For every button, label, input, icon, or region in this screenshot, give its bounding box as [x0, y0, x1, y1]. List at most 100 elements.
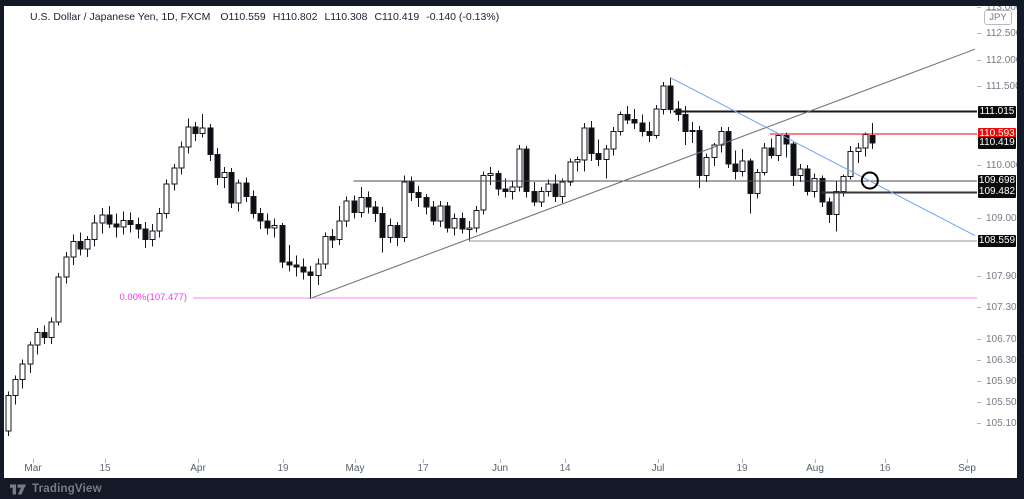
candle	[408, 181, 415, 193]
candle	[559, 181, 566, 198]
price-axis[interactable]: JPY 113.000 112.500 112.000 111.500 110.000 1…	[977, 6, 1017, 459]
candle	[833, 190, 840, 216]
candlestick-series[interactable]	[5, 77, 876, 437]
candle	[322, 236, 329, 265]
time-tick-mark	[815, 459, 816, 463]
candle	[718, 130, 725, 146]
candle	[358, 197, 365, 213]
candle	[444, 205, 451, 229]
time-axis-label: Aug	[806, 463, 824, 474]
price-tick-mark	[977, 307, 981, 308]
fib-retracement-label[interactable]: 0.00%(107.477)	[119, 291, 188, 303]
candle	[5, 395, 12, 432]
price-tick-mark	[977, 165, 981, 166]
ohlc-close: C110.419	[374, 11, 420, 23]
candle	[811, 178, 818, 192]
candle	[235, 182, 242, 204]
candle	[502, 188, 509, 192]
price-tick-label: 105.500	[986, 397, 1017, 408]
candle	[610, 130, 617, 150]
candle	[372, 206, 379, 214]
descending-blue-line[interactable]	[670, 77, 976, 236]
candle	[775, 135, 782, 156]
candle	[113, 223, 120, 228]
candle	[487, 172, 494, 176]
candle	[48, 321, 55, 339]
candle	[91, 222, 98, 241]
candle	[667, 85, 674, 110]
candle	[250, 196, 257, 214]
circle-marker[interactable]	[860, 171, 879, 190]
candle	[451, 218, 458, 229]
time-axis-label: May	[345, 463, 365, 474]
candle	[55, 276, 62, 323]
candle	[12, 379, 19, 397]
time-axis-label: Jul	[651, 463, 665, 474]
price-tick-mark	[977, 86, 981, 87]
time-tick-mark	[658, 459, 659, 463]
candle	[401, 181, 408, 239]
time-axis-label: 19	[277, 463, 289, 474]
candle	[603, 148, 610, 161]
price-tick-label: 105.900	[986, 376, 1017, 387]
price-tick-label: 105.100	[986, 418, 1017, 429]
candle	[343, 200, 350, 222]
candle	[199, 127, 206, 134]
candle	[595, 152, 602, 161]
price-tick-mark	[977, 33, 981, 34]
time-tick-mark	[33, 459, 34, 463]
candle	[379, 212, 386, 239]
time-tick-mark	[565, 459, 566, 463]
candlestick-chart[interactable]	[4, 6, 977, 459]
candle	[466, 227, 473, 230]
chart-window: U.S. Dollar / Japanese Yen, 1D, FXCM O110…	[4, 6, 1017, 478]
price-tick-label: 106.300	[986, 355, 1017, 366]
time-axis[interactable]: Mar 15 Apr 19 May 17 Jun 14 Jul 19 Aug 16 Sep	[4, 459, 977, 478]
candle	[142, 228, 149, 241]
candle	[459, 218, 466, 230]
candle	[480, 175, 487, 211]
candle	[63, 256, 70, 278]
candle	[264, 220, 271, 229]
candle	[847, 150, 854, 178]
candle	[732, 163, 739, 172]
time-tick-mark	[283, 459, 284, 463]
price-axis-unit-badge: JPY	[984, 10, 1012, 25]
candle	[41, 331, 48, 339]
symbol-title: U.S. Dollar / Japanese Yen, 1D, FXCM	[30, 11, 211, 23]
candle	[149, 230, 156, 241]
candle	[797, 168, 804, 176]
candle	[127, 219, 134, 226]
candle	[631, 119, 638, 124]
time-axis-label: 19	[736, 463, 748, 474]
candle	[588, 127, 595, 154]
candle	[819, 178, 826, 203]
candle	[523, 148, 530, 192]
symbol-legend: U.S. Dollar / Japanese Yen, 1D, FXCM O110…	[30, 11, 506, 23]
candle	[221, 171, 228, 179]
time-axis-label: 17	[417, 463, 429, 474]
candle	[365, 197, 372, 208]
price-tick-label: 111.500	[986, 81, 1017, 92]
candle	[192, 126, 199, 134]
time-tick-mark	[355, 459, 356, 463]
candle	[34, 331, 41, 346]
time-tick-mark	[198, 459, 199, 463]
price-badge: 110.419	[978, 137, 1016, 149]
candle	[617, 114, 624, 132]
candle	[293, 264, 300, 268]
tradingview-brand-text[interactable]: TradingView	[32, 482, 102, 495]
change-value: -0.140 (-0.13%)	[426, 11, 500, 23]
candle	[754, 171, 761, 194]
ohlc-high: H110.802	[272, 11, 318, 23]
candle	[19, 363, 26, 381]
candle	[423, 197, 430, 208]
price-tick-label: 106.700	[986, 334, 1017, 345]
time-axis-label: 14	[559, 463, 571, 474]
time-tick-mark	[885, 459, 886, 463]
ascending-trendline[interactable]	[309, 48, 976, 300]
price-badge: 108.559	[978, 235, 1016, 247]
tradingview-logo-icon[interactable]	[10, 483, 27, 495]
time-axis-label: 16	[879, 463, 891, 474]
price-pane[interactable]: U.S. Dollar / Japanese Yen, 1D, FXCM O110…	[4, 6, 978, 460]
